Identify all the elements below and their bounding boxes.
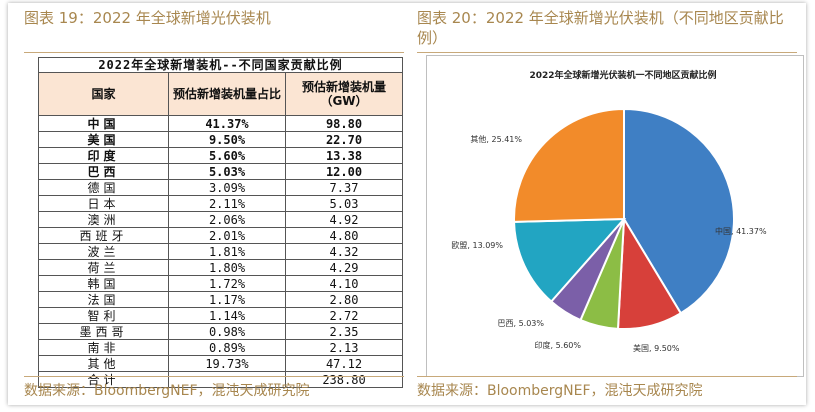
left-source: 数据来源：BloombergNEF，混沌天成研究院 <box>24 383 310 399</box>
pie-slice <box>623 107 736 315</box>
right-title-rule <box>417 52 797 53</box>
gw-cell: 5.03 <box>284 195 404 212</box>
share-cell: 1.72% <box>168 275 286 292</box>
gw-cell: 47.12 <box>284 355 404 372</box>
gw-cell: 22.70 <box>284 131 404 148</box>
table-row: 德国 3.09% 7.37 <box>38 179 404 196</box>
right-source-rule <box>417 376 797 377</box>
table-body: 中国 41.37% 98.80 美国 9.50% 22.70 印度 5.60% 13.38 巴西 5… <box>38 115 404 372</box>
share-cell: 19.73% <box>168 355 286 372</box>
table-row: 韩国 1.72% 4.10 <box>38 275 404 292</box>
share-cell: 2.01% <box>168 227 286 244</box>
slice-label: 美国, 9.50% <box>633 343 680 353</box>
gw-cell: 7.37 <box>284 179 404 196</box>
header-gw: 预估新增装机量（GW） <box>284 72 404 116</box>
country-cell: 其他 <box>38 355 169 372</box>
pie-chart: 2022年全球新增光伏装机一不同地区贡献比例 中国, 41.37% 美国, 9.5… <box>451 69 767 353</box>
table-row: 澳洲 2.06% 4.92 <box>38 211 404 228</box>
country-cell: 墨西哥 <box>38 323 169 340</box>
share-cell: 41.37% <box>168 115 286 132</box>
country-cell: 韩国 <box>38 275 169 292</box>
table-row: 其他 19.73% 47.12 <box>38 355 404 372</box>
left-figure-title: 图表 19：2022 年全球新增光伏装机 <box>24 9 271 27</box>
country-cell: 中国 <box>38 115 169 132</box>
country-cell: 澳洲 <box>38 211 169 228</box>
slice-label: 中国, 41.37% <box>715 226 767 236</box>
country-cell: 智利 <box>38 307 169 324</box>
table-title: 2022年全球新增装机--不同国家贡献比例 <box>37 57 404 73</box>
country-share-table: 2022年全球新增装机--不同国家贡献比例 国家 预估新增装机量占比 预估新增装… <box>37 57 404 388</box>
share-cell: 1.81% <box>168 243 286 260</box>
share-cell: 9.50% <box>168 131 286 148</box>
share-cell: 1.14% <box>168 307 286 324</box>
table-header-row: 国家 预估新增装机量占比 预估新增装机量（GW） <box>38 72 404 116</box>
table-title-row: 2022年全球新增装机--不同国家贡献比例 <box>37 57 404 73</box>
pie-slice <box>513 217 627 303</box>
country-cell: 波兰 <box>38 243 169 260</box>
gw-cell: 4.32 <box>284 243 404 260</box>
table-row: 法国 1.17% 2.80 <box>38 291 404 308</box>
slice-label: 其他, 25.41% <box>470 134 522 144</box>
country-cell: 日本 <box>38 195 169 212</box>
country-cell: 印度 <box>38 147 169 164</box>
share-cell: 5.60% <box>168 147 286 164</box>
gw-cell: 4.29 <box>284 259 404 276</box>
gw-cell: 12.00 <box>284 163 404 180</box>
share-cell: 5.03% <box>168 163 286 180</box>
pie-slice <box>513 107 625 223</box>
country-cell: 德国 <box>38 179 169 196</box>
total-label: 合计 <box>38 371 169 388</box>
share-cell: 2.06% <box>168 211 286 228</box>
table-row: 波兰 1.81% 4.32 <box>38 243 404 260</box>
slice-label: 欧盟, 13.09% <box>451 240 503 250</box>
gw-cell: 13.38 <box>284 147 404 164</box>
table-row: 中国 41.37% 98.80 <box>38 115 404 132</box>
table-row: 日本 2.11% 5.03 <box>38 195 404 212</box>
slice-label: 巴西, 5.03% <box>498 319 545 328</box>
gw-cell: 4.80 <box>284 227 404 244</box>
gw-cell: 2.72 <box>284 307 404 324</box>
gw-cell: 2.80 <box>284 291 404 308</box>
share-cell: 3.09% <box>168 179 286 196</box>
share-cell: 1.80% <box>168 259 286 276</box>
table-row: 巴西 5.03% 12.00 <box>38 163 404 180</box>
table-row: 印度 5.60% 13.38 <box>38 147 404 164</box>
header-share: 预估新增装机量占比 <box>168 72 286 116</box>
share-cell: 0.98% <box>168 323 286 340</box>
chart-title: 2022年全球新增光伏装机一不同地区贡献比例 <box>529 69 716 81</box>
slice-label: 印度, 5.60% <box>535 340 582 350</box>
right-figure-title: 图表 20：2022 年全球新增光伏装机（不同地区贡献比例） <box>417 9 784 47</box>
country-cell: 美国 <box>38 131 169 148</box>
table-row: 美国 9.50% 22.70 <box>38 131 404 148</box>
table-row: 西班牙 2.01% 4.80 <box>38 227 404 244</box>
table-row: 荷兰 1.80% 4.29 <box>38 259 404 276</box>
table-row: 南非 0.89% 2.13 <box>38 339 404 356</box>
share-cell: 2.11% <box>168 195 286 212</box>
header-country: 国家 <box>38 72 169 116</box>
country-cell: 西班牙 <box>38 227 169 244</box>
gw-cell: 4.92 <box>284 211 404 228</box>
pie-chart-panel: 2022年全球新增光伏装机一不同地区贡献比例 中国, 41.37% 美国, 9.5… <box>426 55 804 377</box>
table-row: 墨西哥 0.98% 2.35 <box>38 323 404 340</box>
left-source-rule <box>24 376 404 377</box>
gw-cell: 4.10 <box>284 275 404 292</box>
share-cell: 1.17% <box>168 291 286 308</box>
left-title-rule <box>24 52 404 53</box>
report-frame: 图表 19：2022 年全球新增光伏装机 图表 20：2022 年全球新增光伏装… <box>8 3 806 405</box>
share-cell: 0.89% <box>168 339 286 356</box>
table-row: 智利 1.14% 2.72 <box>38 307 404 324</box>
country-cell: 巴西 <box>38 163 169 180</box>
country-cell: 法国 <box>38 291 169 308</box>
gw-cell: 2.35 <box>284 323 404 340</box>
right-source: 数据来源：BloombergNEF，混沌天成研究院 <box>417 383 703 399</box>
country-cell: 荷兰 <box>38 259 169 276</box>
gw-cell: 98.80 <box>284 115 404 132</box>
country-cell: 南非 <box>38 339 169 356</box>
gw-cell: 2.13 <box>284 339 404 356</box>
